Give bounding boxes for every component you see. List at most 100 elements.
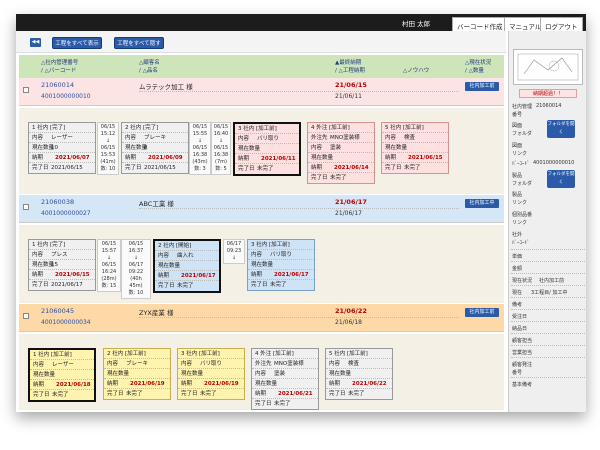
collapse-all-button[interactable]: 工程をすべて隠す	[114, 37, 164, 49]
drawing-link-label-2[interactable]: リンク	[512, 151, 528, 157]
process-card[interactable]: 2 社内 [開始] 内容 曲入れ 現在数量 納期 2021/06/17 完了日 未完了	[153, 239, 221, 293]
order-code[interactable]: 21060038	[41, 198, 75, 206]
process-card[interactable]: 3 社内 [加工前] 内容 バリ取り 現在数量 納期 2021/06/19 完了日 未完了	[177, 348, 245, 400]
process-field-value: 2021/06/17	[181, 273, 216, 279]
schedule-line: 06/15	[192, 145, 208, 151]
status-badge[interactable]: 社内加工前	[465, 308, 499, 317]
schedule-line: 06/15	[101, 241, 117, 247]
order-checkbox[interactable]	[23, 313, 29, 319]
process-card[interactable]: 3 社内 [加工前] 内容 バリ取り 現在数量 納期 2021/06/17 完了日 未完了	[247, 239, 315, 291]
order-row[interactable]: 21060045 4001000000034 ZYX産業 様 21/06/22 …	[19, 304, 504, 332]
schedule-line: (7m)	[215, 159, 227, 165]
process-title: 5 社内 [加工前]	[382, 123, 448, 133]
process-field: 完了日 未完了	[30, 390, 94, 400]
process-field-value: 2021/06/14	[334, 165, 369, 171]
drawing-folder-label: 図面	[512, 123, 523, 129]
process-field-value: 未完了	[200, 391, 217, 397]
schedule-line: 06/15	[213, 145, 229, 151]
process-field-label: 完了日	[33, 392, 50, 398]
panel-divider	[511, 321, 585, 322]
user-name: 村田 太郎	[402, 20, 431, 28]
process-field: 現在数量	[30, 370, 94, 380]
process-field-label: 納期	[33, 382, 45, 388]
schedule-line: 16:37	[128, 248, 144, 254]
process-card[interactable]: 2 社内 [加工前] 内容 ブレーキ 現在数量 納期 2021/06/19 完了日 未完了	[103, 348, 171, 400]
process-field-label: 現在数量	[32, 262, 55, 268]
tab-barcode[interactable]: バーコード作成	[452, 17, 508, 31]
process-card[interactable]: 4 外注 [加工前] 外注先 MNO塗装様 内容 塗装 現在数量 納期 2021/06/14 完…	[307, 122, 375, 184]
sort-final-due[interactable]: ▲最終納期	[335, 60, 362, 66]
schedule-line: (41m)	[100, 159, 116, 165]
process-field-label: 現在数量	[32, 145, 55, 151]
process-card[interactable]: 5 社内 [加工前] 内容 検査 現在数量 納期 2021/06/15 完了日 未完了	[381, 122, 449, 174]
current-status-label: 現在状況	[512, 278, 533, 284]
drawing-thumbnail[interactable]	[513, 49, 583, 85]
schedule-box: 06/15 15:55 ↓ 06/15 16:38 (43m) 数: 3	[189, 122, 211, 175]
schedule-line: ↓	[106, 255, 112, 261]
process-card[interactable]: 1 社内 [完了] 内容 レーザー 現在数量 10 納期 2021/06/07 完了日 2021…	[28, 122, 96, 174]
base-notes-label: 基本備考	[512, 382, 533, 388]
schedule-line: 09:23	[226, 248, 242, 254]
process-row: 1 社内 [加工前] 内容 レーザー 現在数量 納期 2021/06/18 完了日 未完了 2 …	[19, 334, 504, 410]
order-checkbox[interactable]	[23, 204, 29, 210]
sort-status[interactable]: △現在状況	[465, 60, 492, 66]
external-label: 社外	[512, 232, 523, 238]
part-link-label-2[interactable]: リンク	[512, 220, 528, 226]
process-card[interactable]: 1 社内 [完了] 内容 プレス 現在数量 15 納期 2021/06/15 完了日 2021/…	[28, 239, 96, 291]
process-field-value: 2021/06/17	[274, 272, 309, 278]
drawing-link-label: 図面	[512, 143, 523, 149]
order-row[interactable]: 21060014 4001000000010 ムラテック加工 様 21/06/1…	[19, 78, 504, 106]
order-code[interactable]: 21060014	[41, 81, 75, 89]
process-title: 4 外注 [加工前]	[308, 123, 374, 133]
process-field-label: 内容	[32, 135, 44, 141]
schedule-box: 06/15 15:57 ↓ 06/15 16:24 (28m) 数: 15	[97, 239, 121, 292]
process-card[interactable]: 1 社内 [加工前] 内容 レーザー 現在数量 納期 2021/06/18 完了日 未完了	[28, 348, 96, 402]
sort-barcode[interactable]: / △バーコード	[41, 68, 77, 74]
collapse-list-button[interactable]: ◀◀	[30, 38, 41, 47]
toolbar: ◀◀ 工程をすべて表示 工程をすべて隠す ▶▶	[16, 31, 521, 53]
process-card[interactable]: 3 社内 [加工前] 内容 バリ取り 現在数量 納期 2021/06/11 完了日 未完了	[233, 122, 301, 176]
process-field-label: 内容	[32, 252, 44, 258]
process-card[interactable]: 2 社内 [完了] 内容 ブレーキ 現在数量 8 納期 2021/06/09 完了日 2021/…	[121, 122, 189, 174]
process-field-label: 内容	[125, 135, 137, 141]
order-code[interactable]: 21060045	[41, 307, 75, 315]
status-badge[interactable]: 社内加工中	[465, 199, 499, 208]
row-divider	[139, 91, 459, 92]
order-checkbox[interactable]	[23, 87, 29, 93]
process-field-value: 2021/06/22	[352, 381, 387, 387]
open-product-folder-button[interactable]: フォルダを開く	[547, 170, 575, 188]
expand-all-button[interactable]: 工程をすべて表示	[52, 37, 102, 49]
process-field: 現在数量	[155, 261, 219, 271]
tab-logout[interactable]: ログアウト	[540, 17, 583, 31]
order-row[interactable]: 21060038 4001000000027 ABC工業 様 21/06/17 …	[19, 195, 504, 223]
process-card[interactable]: 5 社内 [加工前] 内容 検査 現在数量 納期 2021/06/22 完了日 未完了	[325, 348, 393, 400]
sort-quantity[interactable]: / △数量	[465, 68, 484, 74]
schedule-line: 16:38	[192, 152, 208, 158]
row-divider	[139, 317, 459, 318]
sort-process-due[interactable]: / △工程納期	[335, 68, 365, 74]
schedule-box: 06/15 16:40 ↓ 06/15 16:38 (7m) 数: 5	[211, 122, 231, 175]
process-field: 内容 検査	[382, 133, 448, 143]
schedule-line: 15:55	[192, 131, 208, 137]
process-title: 3 社内 [加工前]	[178, 349, 244, 359]
process-field: 納期 2021/06/15	[382, 153, 448, 163]
process-field-label: 完了日	[32, 282, 49, 288]
open-drawing-folder-button[interactable]: フォルダを開く	[547, 120, 575, 138]
current-value: 3工程目/ 加工中	[531, 290, 568, 296]
sort-customer[interactable]: △顧客名	[139, 60, 160, 66]
process-title: 5 社内 [加工前]	[326, 349, 392, 359]
process-field-label: 現在数量	[251, 262, 274, 268]
order-barcode: 4001000000034	[41, 319, 91, 326]
barcode-value: 4001000000010	[533, 160, 575, 166]
status-badge[interactable]: 社内加工前	[465, 82, 499, 91]
sort-knowhow[interactable]: △ノウハウ	[403, 68, 430, 74]
product-link-label-2[interactable]: リンク	[512, 200, 528, 206]
process-field-label: 完了日	[385, 165, 402, 171]
schedule-line: 06/17	[226, 241, 242, 247]
process-field: 内容 バリ取り	[235, 134, 299, 144]
sort-product[interactable]: / △品名	[139, 68, 158, 74]
process-card[interactable]: 4 外注 [加工前] 外注先 MNO塗装様 内容 塗装 現在数量 納期 2021/06/21 完…	[251, 348, 319, 410]
sort-code[interactable]: △社内管理番号	[41, 60, 79, 66]
process-field: 納期 2021/06/17	[155, 271, 219, 281]
panel-divider	[511, 333, 585, 334]
